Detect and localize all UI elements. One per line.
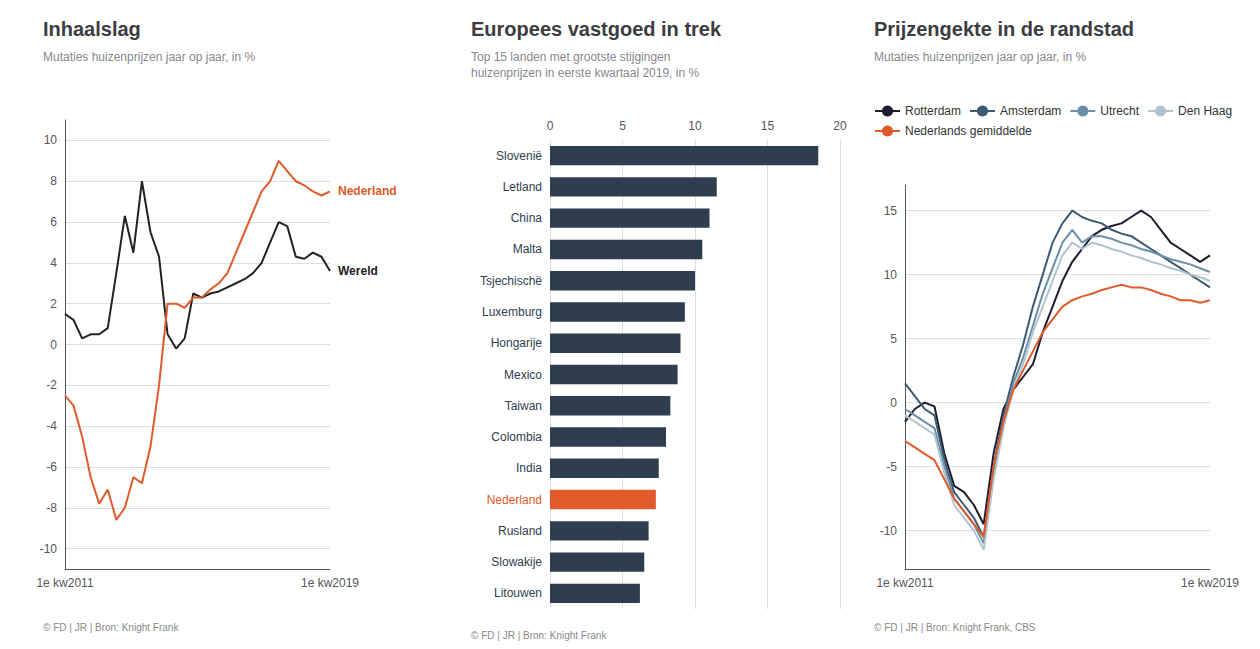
svg-text:Letland: Letland bbox=[503, 180, 542, 194]
svg-text:6: 6 bbox=[50, 215, 57, 229]
svg-text:15: 15 bbox=[884, 204, 898, 218]
svg-text:Colombia: Colombia bbox=[491, 430, 542, 444]
svg-text:Mexico: Mexico bbox=[504, 368, 542, 382]
svg-text:China: China bbox=[511, 211, 543, 225]
svg-text:Den Haag: Den Haag bbox=[1178, 104, 1232, 118]
svg-text:India: India bbox=[516, 461, 542, 475]
svg-text:Nederland: Nederland bbox=[487, 493, 542, 507]
svg-text:Top 15 landen met grootste sti: Top 15 landen met grootste stijgingen bbox=[471, 50, 670, 64]
svg-text:© FD | JR | Bron: Knight Frank: © FD | JR | Bron: Knight Frank bbox=[43, 622, 179, 633]
svg-text:0: 0 bbox=[890, 396, 897, 410]
svg-text:1e kw2019: 1e kw2019 bbox=[301, 576, 359, 590]
svg-text:© FD | JR | Bron: Knight Frank: © FD | JR | Bron: Knight Frank, CBS bbox=[874, 622, 1036, 633]
svg-text:Europees vastgoed in trek: Europees vastgoed in trek bbox=[471, 18, 722, 40]
svg-text:0: 0 bbox=[547, 119, 554, 133]
svg-text:-10: -10 bbox=[40, 542, 58, 556]
svg-text:Utrecht: Utrecht bbox=[1100, 104, 1139, 118]
svg-text:-2: -2 bbox=[46, 378, 57, 392]
svg-text:Inhaalslag: Inhaalslag bbox=[43, 18, 141, 40]
svg-text:Rotterdam: Rotterdam bbox=[905, 104, 961, 118]
svg-text:Nederlands gemiddelde: Nederlands gemiddelde bbox=[905, 124, 1032, 138]
svg-text:0: 0 bbox=[50, 338, 57, 352]
svg-text:Slovenië: Slovenië bbox=[496, 149, 542, 163]
svg-text:-6: -6 bbox=[46, 460, 57, 474]
svg-text:8: 8 bbox=[50, 174, 57, 188]
svg-text:10: 10 bbox=[884, 268, 898, 282]
svg-text:5: 5 bbox=[619, 119, 626, 133]
svg-text:Hongarije: Hongarije bbox=[491, 336, 543, 350]
svg-text:-10: -10 bbox=[880, 524, 898, 538]
svg-text:-5: -5 bbox=[886, 460, 897, 474]
svg-text:Malta: Malta bbox=[513, 242, 543, 256]
svg-text:Nederland: Nederland bbox=[338, 184, 397, 198]
svg-text:15: 15 bbox=[761, 119, 775, 133]
svg-text:20: 20 bbox=[833, 119, 847, 133]
svg-text:Luxemburg: Luxemburg bbox=[482, 305, 542, 319]
svg-text:1e kw2011: 1e kw2011 bbox=[876, 576, 933, 590]
svg-text:Slowakije: Slowakije bbox=[491, 555, 542, 569]
svg-text:5: 5 bbox=[890, 332, 897, 346]
svg-text:© FD | JR | Bron: Knight Frank: © FD | JR | Bron: Knight Frank bbox=[471, 630, 607, 641]
svg-text:Mutaties huizenprijzen jaar op: Mutaties huizenprijzen jaar op jaar, in … bbox=[43, 50, 255, 64]
svg-text:1e kw2011: 1e kw2011 bbox=[36, 576, 93, 590]
svg-text:-4: -4 bbox=[46, 419, 57, 433]
svg-text:Tsjechischë: Tsjechischë bbox=[480, 274, 542, 288]
svg-text:Wereld: Wereld bbox=[338, 264, 378, 278]
svg-text:2: 2 bbox=[50, 297, 57, 311]
svg-text:Litouwen: Litouwen bbox=[494, 586, 542, 600]
svg-text:1e kw2019: 1e kw2019 bbox=[1181, 576, 1239, 590]
svg-text:4: 4 bbox=[50, 256, 57, 270]
svg-text:Prijzengekte in de randstad: Prijzengekte in de randstad bbox=[874, 18, 1134, 40]
svg-text:Taiwan: Taiwan bbox=[505, 399, 542, 413]
svg-text:10: 10 bbox=[44, 133, 58, 147]
svg-text:Mutaties huizenprijzen jaar op: Mutaties huizenprijzen jaar op jaar, in … bbox=[874, 50, 1086, 64]
svg-text:Amsterdam: Amsterdam bbox=[1000, 104, 1061, 118]
svg-text:huizenprijzen in eerste kwarta: huizenprijzen in eerste kwartaal 2019, i… bbox=[471, 66, 699, 80]
svg-text:10: 10 bbox=[688, 119, 702, 133]
svg-text:-8: -8 bbox=[46, 501, 57, 515]
svg-text:Rusland: Rusland bbox=[498, 524, 542, 538]
